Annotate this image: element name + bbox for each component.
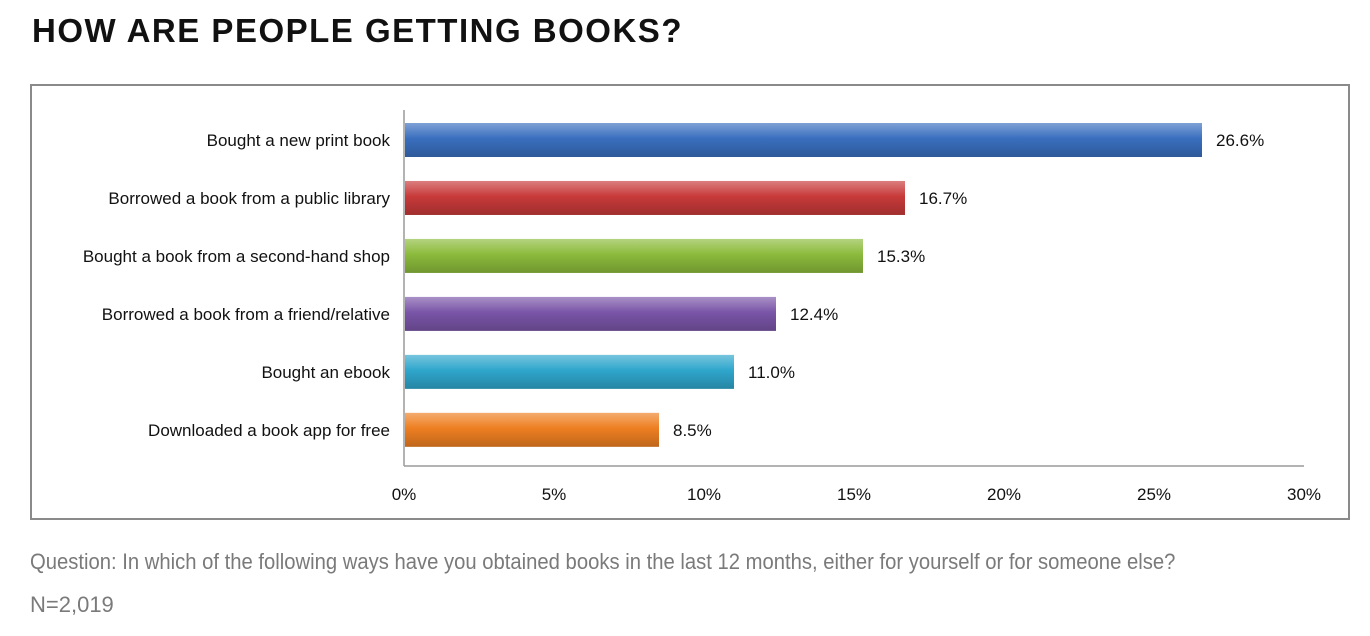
bar-3 [405, 238, 863, 273]
x-tick-label-0: 0% [392, 485, 417, 504]
value-label-1: 26.6% [1216, 131, 1264, 150]
survey-question: Question: In which of the following ways… [30, 549, 1176, 574]
category-label-3: Bought a book from a second-hand shop [83, 247, 390, 266]
category-label-5: Bought an ebook [261, 363, 390, 382]
x-tick-label-10: 10% [687, 485, 721, 504]
x-tick-label-25: 25% [1137, 485, 1171, 504]
category-label-6: Downloaded a book app for free [148, 421, 390, 440]
value-label-2: 16.7% [919, 189, 967, 208]
value-label-4: 12.4% [790, 305, 838, 324]
category-label-1: Bought a new print book [207, 131, 391, 150]
x-tick-label-30: 30% [1287, 485, 1321, 504]
value-label-3: 15.3% [877, 247, 925, 266]
value-label-5: 11.0% [748, 363, 795, 382]
x-tick-label-5: 5% [542, 485, 567, 504]
value-label-6: 8.5% [673, 421, 712, 440]
bar-1 [405, 123, 1202, 157]
bar-5 [405, 354, 734, 389]
category-label-4: Borrowed a book from a friend/relative [102, 305, 390, 324]
bar-chart: Bought a new print book 26.6% Borrowed a b… [83, 110, 1321, 504]
category-label-2: Borrowed a book from a public library [108, 189, 390, 208]
bar-6 [405, 412, 659, 447]
chart-title: HOW ARE PEOPLE GETTING BOOKS? [32, 12, 683, 49]
bar-4 [405, 296, 776, 331]
sample-size: N=2,019 [30, 592, 114, 617]
x-tick-label-15: 15% [837, 485, 871, 504]
x-tick-label-20: 20% [987, 485, 1021, 504]
bar-2 [405, 180, 905, 215]
chart-frame: Bought a new print book 26.6% Borrowed a b… [30, 84, 1350, 520]
